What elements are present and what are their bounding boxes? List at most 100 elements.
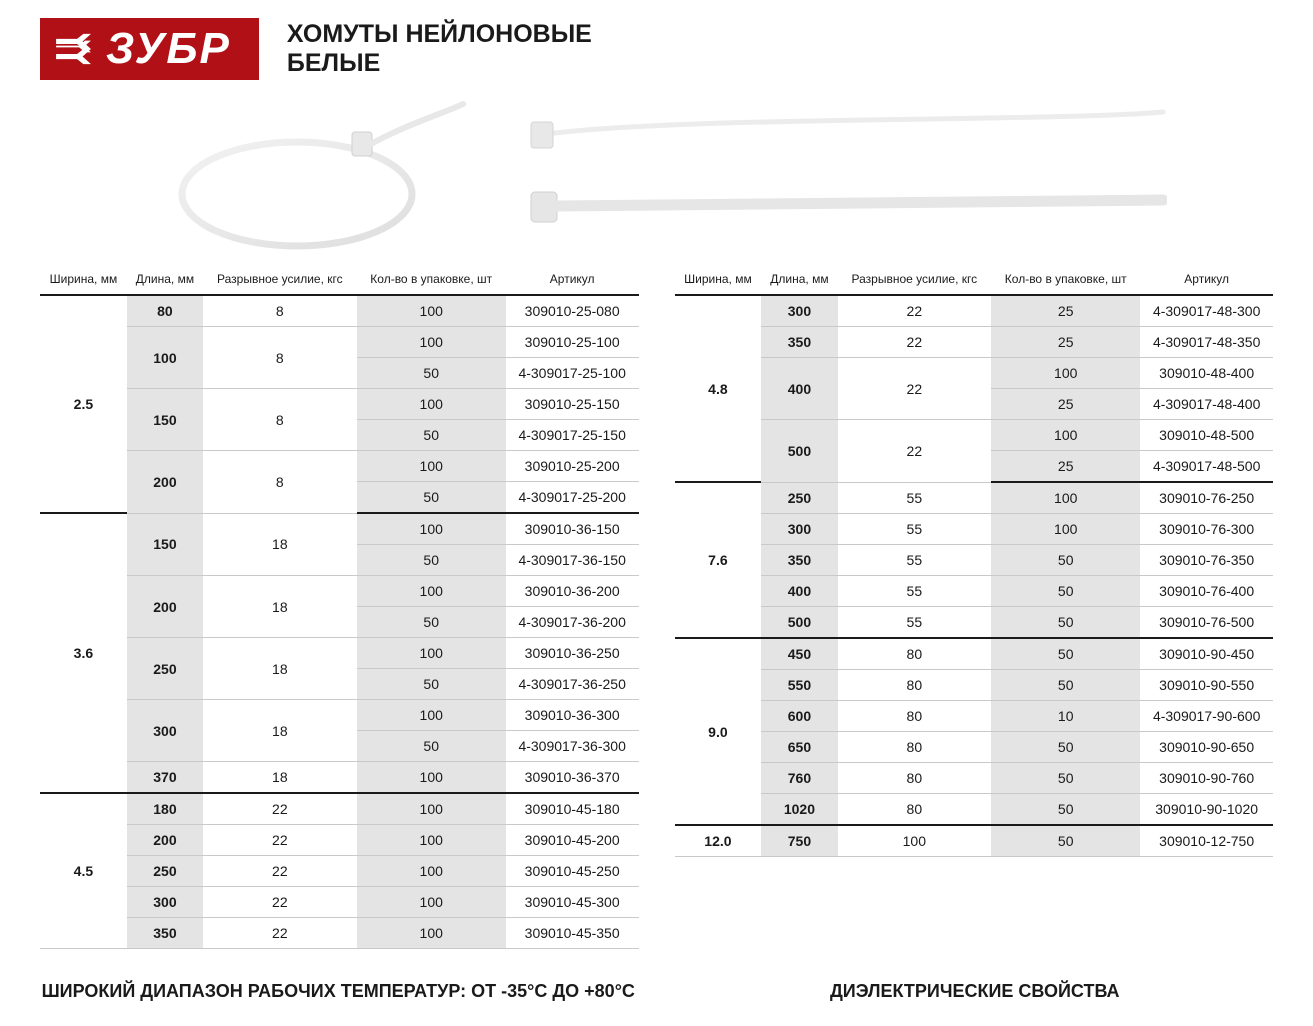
cell-qty: 100 (357, 825, 506, 856)
column-header: Кол-во в упаковке, шт (357, 264, 506, 295)
column-header: Кол-во в упаковке, шт (991, 264, 1140, 295)
table-row: 4005550309010-76-400 (675, 576, 1274, 607)
cell-force: 100 (838, 825, 992, 857)
cell-sku: 309010-76-500 (1140, 607, 1273, 639)
cell-force: 22 (203, 825, 357, 856)
cell-force: 18 (203, 638, 357, 700)
cell-sku: 309010-36-370 (506, 762, 639, 794)
cable-tie-straight-image (527, 94, 1167, 254)
cell-qty: 100 (357, 389, 506, 420)
cell-length: 300 (761, 514, 837, 545)
brand-text: ЗУБР (106, 24, 231, 74)
page-title: ХОМУТЫ НЕЙЛОНОВЫЕ БЕЛЫЕ (287, 20, 592, 78)
table-row: 30022100309010-45-300 (40, 887, 639, 918)
cell-qty: 50 (357, 731, 506, 762)
cell-force: 8 (203, 295, 357, 327)
cell-force: 18 (203, 576, 357, 638)
cell-qty: 50 (991, 545, 1140, 576)
cell-sku: 4-309017-48-500 (1140, 451, 1273, 483)
cell-force: 22 (203, 856, 357, 887)
cell-width: 3.6 (40, 513, 127, 793)
cell-qty: 50 (357, 607, 506, 638)
column-header: Разрывное усилие, кгс (838, 264, 992, 295)
cell-qty: 25 (991, 295, 1140, 327)
table-row: 50022100309010-48-500 (675, 420, 1274, 451)
cell-qty: 50 (991, 607, 1140, 639)
cell-length: 180 (127, 793, 203, 825)
table-row: 12.075010050309010-12-750 (675, 825, 1274, 857)
table-row: 20022100309010-45-200 (40, 825, 639, 856)
cell-sku: 309010-90-450 (1140, 638, 1273, 670)
cell-sku: 309010-45-200 (506, 825, 639, 856)
cell-sku: 4-309017-48-350 (1140, 327, 1273, 358)
cell-sku: 4-309017-36-200 (506, 607, 639, 638)
cell-force: 80 (838, 763, 992, 794)
table-row: 2008100309010-25-200 (40, 451, 639, 482)
cell-qty: 50 (357, 358, 506, 389)
cell-qty: 50 (991, 638, 1140, 670)
column-header: Ширина, мм (40, 264, 127, 295)
cell-qty: 50 (357, 482, 506, 514)
cell-sku: 4-309017-48-400 (1140, 389, 1273, 420)
table-row: 5005550309010-76-500 (675, 607, 1274, 639)
cell-force: 80 (838, 638, 992, 670)
cell-sku: 309010-25-200 (506, 451, 639, 482)
column-header: Длина, мм (127, 264, 203, 295)
cell-qty: 50 (991, 576, 1140, 607)
table-row: 7608050309010-90-760 (675, 763, 1274, 794)
cell-sku: 309010-25-100 (506, 327, 639, 358)
cell-sku: 309010-36-150 (506, 513, 639, 545)
cell-force: 22 (203, 793, 357, 825)
cell-length: 350 (761, 545, 837, 576)
table-row: 4.518022100309010-45-180 (40, 793, 639, 825)
cell-qty: 50 (357, 420, 506, 451)
cell-length: 550 (761, 670, 837, 701)
tables-row: Ширина, ммДлина, ммРазрывное усилие, кгс… (40, 264, 1273, 949)
column-header: Разрывное усилие, кгс (203, 264, 357, 295)
spec-table-left: Ширина, ммДлина, ммРазрывное усилие, кгс… (40, 264, 639, 949)
cell-force: 18 (203, 513, 357, 576)
cell-force: 80 (838, 732, 992, 763)
table-row: 30018100309010-36-300 (40, 700, 639, 731)
cell-qty: 100 (357, 793, 506, 825)
header: ЗУБР ХОМУТЫ НЕЙЛОНОВЫЕ БЕЛЫЕ (40, 18, 1273, 80)
cell-width: 4.5 (40, 793, 127, 949)
cell-width: 9.0 (675, 638, 762, 825)
cell-qty: 50 (991, 763, 1140, 794)
cell-length: 600 (761, 701, 837, 732)
cell-qty: 25 (991, 389, 1140, 420)
cell-force: 22 (838, 327, 992, 358)
table-row: 2.5808100309010-25-080 (40, 295, 639, 327)
cell-length: 300 (761, 295, 837, 327)
cell-force: 80 (838, 701, 992, 732)
cell-length: 300 (127, 887, 203, 918)
footer-temperature-text: ШИРОКИЙ ДИАПАЗОН РАБОЧИХ ТЕМПЕРАТУР: ОТ … (40, 981, 637, 1002)
table-row: 4.830022254-309017-48-300 (675, 295, 1274, 327)
table-row: 3505550309010-76-350 (675, 545, 1274, 576)
cell-length: 350 (127, 918, 203, 949)
brand-logo: ЗУБР (40, 18, 259, 80)
cell-length: 250 (761, 482, 837, 514)
column-header: Артикул (506, 264, 639, 295)
cell-qty: 100 (357, 327, 506, 358)
cell-qty: 50 (991, 794, 1140, 826)
table-row: 7.625055100309010-76-250 (675, 482, 1274, 514)
cell-length: 500 (761, 420, 837, 483)
cell-width: 4.8 (675, 295, 762, 482)
cell-force: 8 (203, 327, 357, 389)
cell-qty: 25 (991, 327, 1140, 358)
cell-length: 450 (761, 638, 837, 670)
cell-length: 300 (127, 700, 203, 762)
cell-length: 650 (761, 732, 837, 763)
cell-sku: 4-309017-36-300 (506, 731, 639, 762)
cell-force: 22 (838, 420, 992, 483)
cell-force: 22 (203, 887, 357, 918)
cell-qty: 50 (991, 670, 1140, 701)
cell-force: 55 (838, 482, 992, 514)
cell-length: 400 (761, 576, 837, 607)
cell-qty: 100 (357, 918, 506, 949)
table-row: 9.04508050309010-90-450 (675, 638, 1274, 670)
cell-sku: 309010-90-550 (1140, 670, 1273, 701)
cell-sku: 309010-12-750 (1140, 825, 1273, 857)
cell-sku: 4-309017-36-250 (506, 669, 639, 700)
